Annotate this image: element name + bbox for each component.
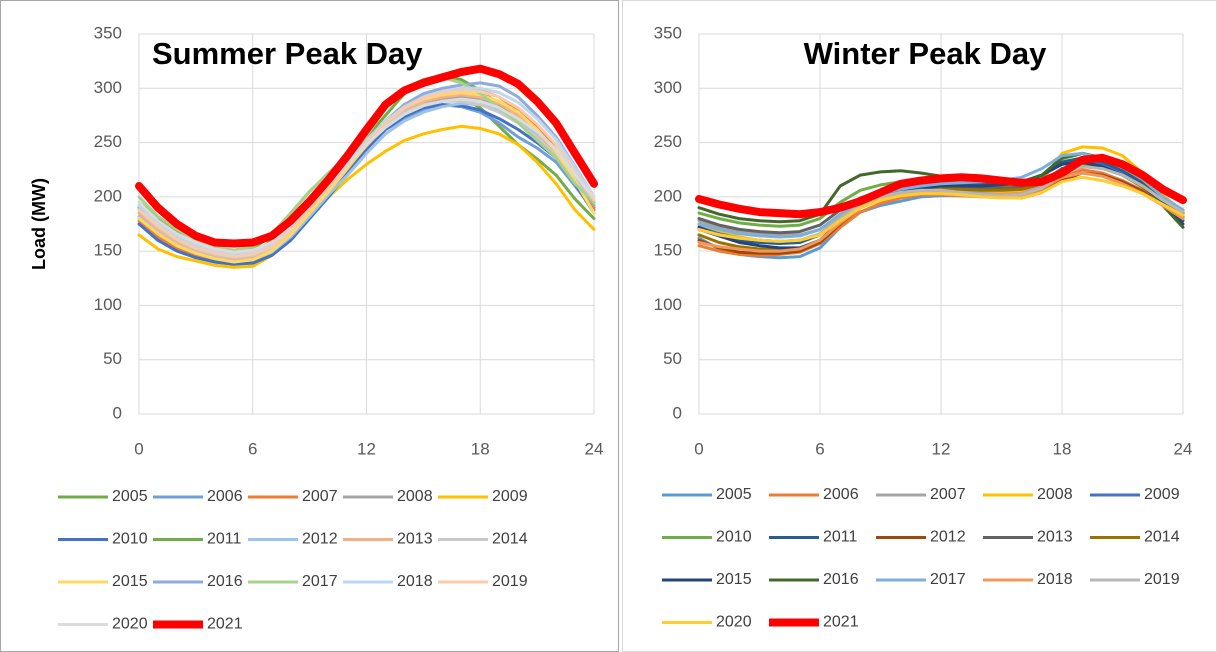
y-tick-label: 250: [654, 132, 682, 151]
y-tick-label: 200: [654, 186, 682, 205]
legend-label: 2005: [112, 488, 148, 505]
legend-label: 2019: [492, 573, 528, 590]
legend-label: 2013: [397, 531, 433, 548]
y-tick-label: 0: [113, 403, 122, 422]
legend-label: 2015: [112, 573, 148, 590]
series-line: [135, 64, 598, 248]
y-tick-label: 350: [654, 23, 682, 42]
x-tick-label: 6: [248, 439, 257, 458]
x-tick-label: 24: [1174, 439, 1193, 458]
y-tick-label: 50: [663, 349, 682, 368]
series-line: [137, 103, 596, 266]
legend-label: 2020: [716, 614, 752, 631]
legend-label: 2016: [823, 571, 859, 588]
legend-label: 2010: [716, 529, 752, 546]
legend-label: 2010: [112, 531, 148, 548]
series-line: [137, 89, 596, 259]
y-tick-label: 200: [94, 186, 122, 205]
legend-label: 2014: [1144, 529, 1180, 546]
y-tick-label: 250: [94, 132, 122, 151]
legend-label: 2018: [1037, 571, 1073, 588]
legend-label: 2018: [397, 573, 433, 590]
x-tick-label: 18: [471, 439, 490, 458]
legend-label: 2021: [823, 614, 859, 631]
y-tick-label: 150: [654, 241, 682, 260]
x-tick-label: 24: [585, 439, 604, 458]
legend-label: 2008: [397, 488, 433, 505]
x-tick-label: 6: [815, 439, 824, 458]
legend-label: 2016: [207, 573, 243, 590]
legend-label: 2007: [930, 486, 966, 503]
legend-label: 2017: [302, 573, 338, 590]
legend-label: 2011: [207, 531, 242, 548]
legend-label: 2009: [1144, 486, 1180, 503]
series-line: [697, 175, 1185, 243]
panel-border: [0, 0, 619, 652]
legend-label: 2015: [716, 571, 752, 588]
legend-label: 2013: [1037, 529, 1073, 546]
y-tick-label: 100: [94, 295, 122, 314]
y-tick-label: 300: [654, 78, 682, 97]
y-tick-label: 50: [103, 349, 122, 368]
legend-label: 2006: [207, 488, 243, 505]
series-line: [697, 160, 1185, 250]
legend-label: 2011: [823, 529, 858, 546]
series-line: [137, 97, 596, 254]
legend-label: 2007: [302, 488, 338, 505]
chart-title: Summer Peak Day: [152, 36, 423, 71]
y-tick-label: 150: [94, 241, 122, 260]
legend-label: 2006: [823, 486, 859, 503]
y-tick-label: 100: [654, 295, 682, 314]
y-tick-label: 300: [94, 78, 122, 97]
legend-label: 2014: [492, 531, 528, 548]
series-line: [137, 86, 596, 256]
legend-label: 2012: [930, 529, 966, 546]
legend-label: 2008: [1037, 486, 1073, 503]
panel-border: [622, 0, 1217, 652]
x-tick-label: 18: [1053, 439, 1072, 458]
x-tick-label: 0: [134, 439, 143, 458]
y-tick-label: 350: [94, 23, 122, 42]
x-tick-label: 0: [694, 439, 703, 458]
legend-label: 2009: [492, 488, 528, 505]
legend-label: 2017: [930, 571, 966, 588]
series-line: [695, 153, 1187, 219]
legend-label: 2005: [716, 486, 752, 503]
series-line: [137, 124, 596, 269]
legend-label: 2020: [112, 616, 148, 633]
legend-label: 2019: [1144, 571, 1180, 588]
x-tick-label: 12: [357, 439, 376, 458]
legend-label: 2021: [207, 616, 243, 633]
y-axis-title: Load (MW): [29, 178, 49, 270]
chart-title: Winter Peak Day: [804, 36, 1047, 71]
y-tick-label: 0: [673, 403, 682, 422]
x-tick-label: 12: [932, 439, 951, 458]
legend-label: 2012: [302, 531, 338, 548]
